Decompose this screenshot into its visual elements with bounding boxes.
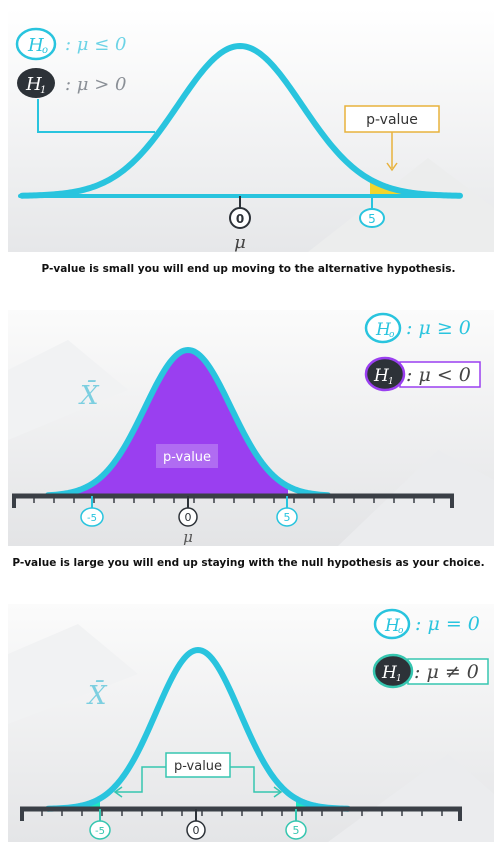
h1-subscript: 1 [396,674,402,684]
axis-symbol-mu: μ [234,232,246,252]
background-shape [8,624,138,724]
bell-curve [19,42,463,199]
h0-symbol: H [375,320,392,340]
panel-right-tailed: H o : μ ≤ 0 H 1 : μ > 0 p-value 0 μ [8,8,494,252]
panel-two-tailed: X̄ p-value H o : μ = 0 H 1 : μ ≠ 0 - [8,604,494,842]
h1-badge: H 1 [372,653,414,689]
bell-curve [45,346,331,499]
h1-subscript: 1 [40,85,46,96]
tick-label-minus-five-circle [80,507,104,527]
pvalue-label: p-value [366,112,418,128]
tick-label-zero: 0 [193,824,200,837]
tick-label-five-circle [359,208,385,228]
h0-subscript: o [389,330,395,340]
tick-label-zero-circle [229,207,251,229]
tick-label-zero-circle [186,820,206,840]
tick-label-five: 5 [293,824,300,837]
background-shape [328,754,494,842]
tick-label-five-circle [285,820,307,840]
tick-label-five: 5 [368,212,376,226]
right-tailed-diagram: H o : μ ≤ 0 H 1 : μ > 0 p-value 0 μ [8,8,494,252]
h1-symbol: H [25,74,42,95]
xbar-symbol: X̄ [86,679,108,711]
h1-condition: : μ < 0 [406,364,471,386]
h0-subscript: o [42,45,48,56]
left-tail-area [48,352,288,496]
tick-label-five: 5 [284,511,291,524]
h0-badge: H o [15,27,57,61]
caption-left-tailed: P-value is large you will end up staying… [12,557,485,569]
tick-label-minus-five: -5 [95,826,105,837]
tick-label-minus-five: -5 [87,513,97,524]
h1-connector-line [37,99,155,133]
h1-symbol: H [381,663,398,683]
pvalue-label: p-value [174,759,222,774]
h0-condition: : μ ≥ 0 [406,317,471,339]
h0-symbol: H [27,35,44,56]
h1-badge: H 1 [17,68,55,98]
h1-subscript: 1 [388,377,394,387]
h1-condition: : μ ≠ 0 [414,661,479,683]
two-tailed-diagram: X̄ p-value H o : μ = 0 H 1 : μ ≠ 0 - [8,604,494,842]
panel-left-tailed: X̄ p-value H o : μ ≥ 0 H 1 : μ < 0 -5 0 [8,310,494,546]
pvalue-arrow-right [230,766,280,793]
background-shape [308,158,494,252]
tick-label-zero: 0 [236,212,244,226]
h0-symbol: H [384,616,401,636]
h0-subscript: o [398,626,404,636]
caption-right-tailed: P-value is small you will end up moving … [41,263,456,275]
background-shape [8,340,128,440]
h1-badge: H 1 [364,356,406,392]
pvalue-arrow-left [116,766,166,793]
axis-symbol-mu: μ [183,528,193,546]
h0-condition: : μ = 0 [415,613,480,635]
right-tail-area [370,179,460,196]
left-tailed-diagram: X̄ p-value H o : μ ≥ 0 H 1 : μ < 0 -5 0 [8,310,494,546]
h1-symbol: H [373,366,390,386]
pvalue-box [344,105,440,133]
bell-curve [45,646,351,812]
tick-label-five-circle [276,507,298,527]
tick-label-zero-circle [178,507,198,527]
h0-condition: : μ ≤ 0 [65,34,126,55]
axis-minor-ticks [33,496,435,503]
h0-badge: H o [364,312,402,344]
h1-condition: : μ > 0 [65,74,126,95]
axis-minor-ticks [41,809,443,816]
h0-badge: H o [373,608,411,640]
pvalue-box [156,444,218,468]
pvalue-arrow-head [386,162,398,172]
tick-label-minus-five-circle [89,820,111,840]
xbar-symbol: X̄ [78,379,100,411]
tick-label-zero: 0 [185,511,192,524]
pvalue-box [165,752,231,778]
h1-condition-box [399,361,481,388]
pvalue-label: p-value [163,450,211,465]
pvalue-arrow-left-head [113,786,123,798]
pvalue-arrow-right-head [273,786,283,798]
